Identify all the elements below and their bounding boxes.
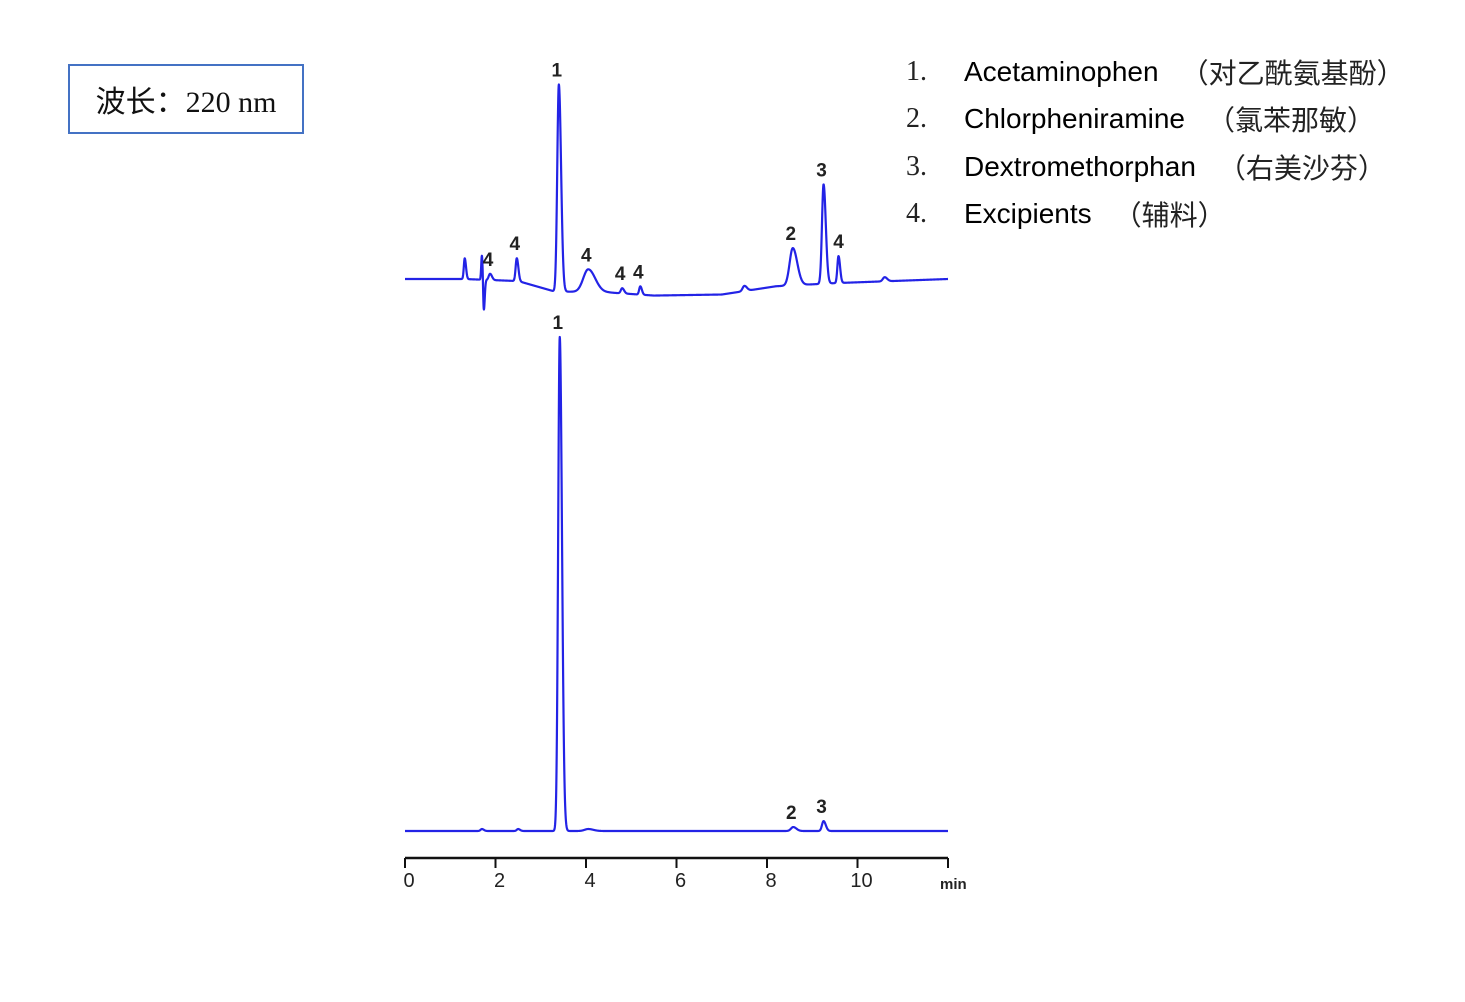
x-tick-label: 8 [765,870,776,892]
legend-chinese-name: （氯苯那敏） [1207,106,1376,138]
trace-bottom [404,335,949,833]
peak-label-3: 3 [816,797,827,818]
peak-label-2: 2 [786,803,797,824]
legend-chinese-name: （辅料） [1113,201,1226,233]
x-tick-label: 10 [850,870,872,892]
legend-name: Acetaminophen [964,55,1159,87]
peak-label-4: 4 [833,232,844,253]
legend-item-dextromethorphan: 3. Dextromethorphan （右美沙芬） [906,143,1405,191]
peak-label-2: 2 [786,224,797,245]
legend-item-excipients: 4. Excipients （辅料） [906,191,1405,239]
x-tick-label: 6 [675,870,686,892]
peak-label-1: 1 [552,313,563,334]
wavelength-label: 波长：220 nm [95,86,277,119]
peak-label-4: 4 [615,264,626,285]
peak-label-4: 4 [483,250,494,271]
legend-number: 1. [906,55,927,87]
peak-label-4: 4 [581,245,592,266]
legend-chinese-name: （右美沙芬） [1217,153,1386,185]
legend-number: 4. [906,198,927,230]
wavelength-box: 波长：220 nm [68,64,304,134]
legend-item-chlorpheniramine: 2. Chlorpheniramine （氯苯那敏） [906,96,1405,144]
x-axis-unit-label: min [940,876,967,893]
legend: 1. Acetaminophen （对乙酰氨基酚） 2. Chlorphenir… [906,48,1405,238]
trace-top [404,83,949,311]
peak-label-4: 4 [509,234,520,255]
legend-number: 2. [906,103,927,135]
x-tick-label: 4 [584,870,595,892]
legend-name: Chlorpheniramine [964,103,1186,135]
x-tick-label: 0 [403,870,414,892]
legend-item-acetaminophen: 1. Acetaminophen （对乙酰氨基酚） [906,48,1405,96]
legend-number: 3. [906,150,927,182]
x-tick-label: 2 [494,870,505,892]
peak-label-1: 1 [552,61,563,82]
legend-chinese-name: （对乙酰氨基酚） [1180,58,1405,90]
legend-name: Dextromethorphan [964,150,1196,182]
peak-label-4: 4 [633,262,644,283]
peak-label-3: 3 [816,160,827,181]
legend-name: Excipients [964,198,1092,230]
